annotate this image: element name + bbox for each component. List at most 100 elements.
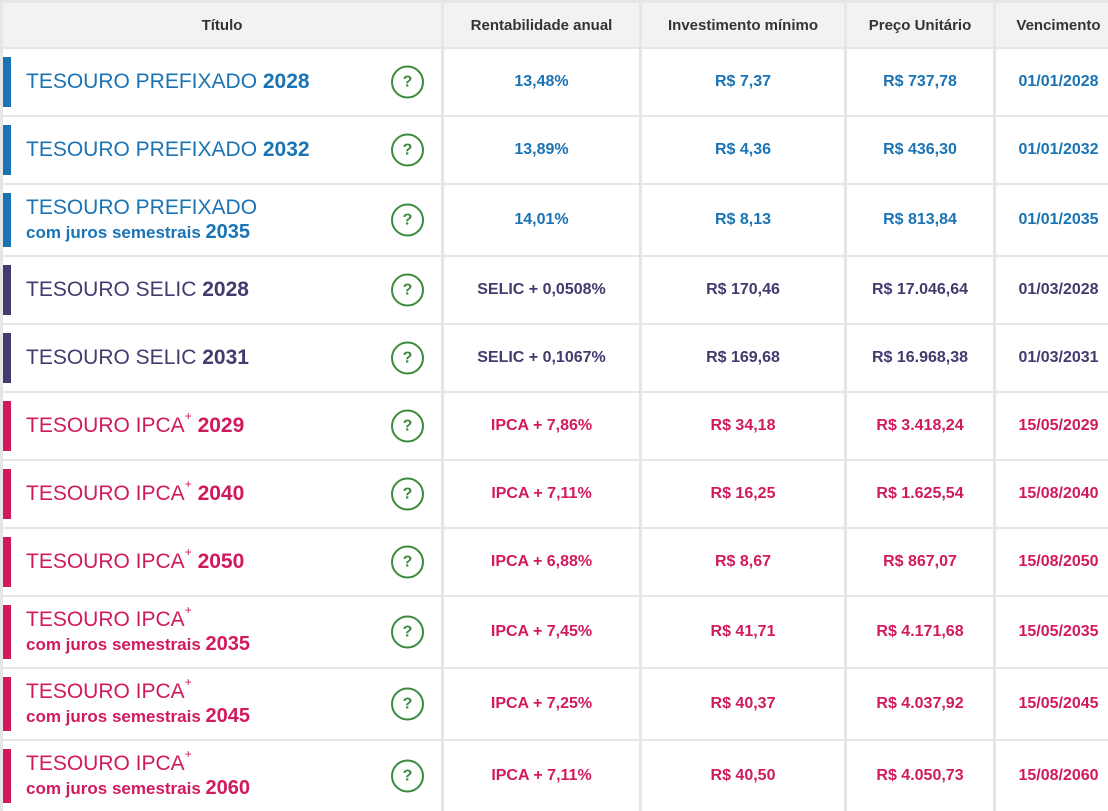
- title-product-name: TESOURO PREFIXADO: [26, 196, 258, 220]
- title-name: TESOURO IPCA+ com juros semestrais 2045: [26, 676, 250, 728]
- rentabilidade-cell: 13,89%: [444, 117, 639, 183]
- title-line: TESOURO IPCA+: [26, 748, 250, 776]
- help-icon[interactable]: ?: [391, 477, 424, 511]
- header-rentabilidade: Rentabilidade anual: [444, 3, 639, 47]
- preco-cell: R$ 813,84: [847, 185, 993, 255]
- title-name: TESOURO PREFIXADO 2028: [26, 70, 310, 94]
- title-line: TESOURO SELIC 2031: [26, 346, 249, 370]
- title-year: 2060: [205, 776, 251, 799]
- rentabilidade-cell: IPCA + 6,88%: [444, 529, 639, 595]
- help-icon[interactable]: ?: [391, 759, 424, 793]
- title-line: TESOURO IPCA+: [26, 604, 250, 632]
- title-cell[interactable]: TESOURO PREFIXADO com juros semestrais 20…: [3, 185, 441, 255]
- help-icon[interactable]: ?: [391, 133, 424, 167]
- title-name: TESOURO SELIC 2028: [26, 278, 249, 302]
- title-cell[interactable]: TESOURO IPCA+ com juros semestrais 2045?: [3, 669, 441, 739]
- title-superscript: +: [184, 476, 192, 491]
- header-investimento: Investimento mínimo: [642, 3, 844, 47]
- help-icon[interactable]: ?: [391, 545, 424, 579]
- preco-cell: R$ 1.625,54: [847, 461, 993, 527]
- title-cell[interactable]: TESOURO IPCA+ com juros semestrais 2035?: [3, 597, 441, 667]
- title-superscript: +: [184, 408, 192, 423]
- title-name: TESOURO PREFIXADO com juros semestrais 20…: [26, 196, 257, 243]
- help-icon[interactable]: ?: [391, 65, 424, 99]
- rentabilidade-cell: SELIC + 0,0508%: [444, 257, 639, 323]
- title-sub-label: com juros semestrais: [26, 778, 201, 798]
- title-year: 2035: [205, 220, 251, 243]
- preco-cell: R$ 4.037,92: [847, 669, 993, 739]
- title-product-name: TESOURO IPCA: [26, 752, 185, 776]
- title-line: TESOURO IPCA+ 2040: [26, 477, 244, 506]
- investimento-cell: R$ 170,46: [642, 257, 844, 323]
- investimento-cell: R$ 4,36: [642, 117, 844, 183]
- title-product-name: TESOURO SELIC: [26, 345, 197, 369]
- rentabilidade-cell: 14,01%: [444, 185, 639, 255]
- header-vencimento: Vencimento: [996, 3, 1108, 47]
- rentabilidade-cell: IPCA + 7,25%: [444, 669, 639, 739]
- help-icon[interactable]: ?: [391, 615, 424, 649]
- title-line: TESOURO PREFIXADO 2032: [26, 138, 310, 162]
- title-cell[interactable]: TESOURO SELIC 2031?: [3, 325, 441, 391]
- vencimento-cell: 01/01/2028: [996, 49, 1108, 115]
- vencimento-cell: 01/03/2031: [996, 325, 1108, 391]
- investimento-cell: R$ 7,37: [642, 49, 844, 115]
- title-cell[interactable]: TESOURO SELIC 2028?: [3, 257, 441, 323]
- vencimento-cell: 15/05/2045: [996, 669, 1108, 739]
- investimento-cell: R$ 41,71: [642, 597, 844, 667]
- title-name: TESOURO IPCA+ 2040: [26, 477, 244, 506]
- investimento-cell: R$ 34,18: [642, 393, 844, 459]
- family-color-bar: [3, 605, 11, 659]
- title-cell[interactable]: TESOURO IPCA+ 2040?: [3, 461, 441, 527]
- help-icon[interactable]: ?: [391, 341, 424, 375]
- preco-cell: R$ 3.418,24: [847, 393, 993, 459]
- rentabilidade-cell: IPCA + 7,86%: [444, 393, 639, 459]
- title-name: TESOURO SELIC 2031: [26, 346, 249, 370]
- title-cell[interactable]: TESOURO PREFIXADO 2032?: [3, 117, 441, 183]
- title-sub-label: com juros semestrais: [26, 706, 201, 726]
- preco-cell: R$ 436,30: [847, 117, 993, 183]
- help-icon[interactable]: ?: [391, 203, 424, 237]
- preco-cell: R$ 16.968,38: [847, 325, 993, 391]
- help-icon[interactable]: ?: [391, 409, 424, 443]
- title-name: TESOURO IPCA+ 2029: [26, 409, 244, 438]
- investimento-cell: R$ 40,50: [642, 741, 844, 811]
- help-icon[interactable]: ?: [391, 273, 424, 307]
- rentabilidade-cell: SELIC + 0,1067%: [444, 325, 639, 391]
- vencimento-cell: 01/01/2035: [996, 185, 1108, 255]
- title-product-name: TESOURO IPCA: [26, 680, 185, 704]
- investimento-cell: R$ 8,67: [642, 529, 844, 595]
- title-product-name: TESOURO IPCA: [26, 413, 185, 437]
- preco-cell: R$ 737,78: [847, 49, 993, 115]
- title-superscript: +: [184, 747, 192, 762]
- title-cell[interactable]: TESOURO IPCA+ 2050?: [3, 529, 441, 595]
- title-year: 2032: [262, 137, 310, 161]
- title-superscript: +: [184, 675, 192, 690]
- investimento-cell: R$ 40,37: [642, 669, 844, 739]
- family-color-bar: [3, 401, 11, 451]
- preco-cell: R$ 4.050,73: [847, 741, 993, 811]
- title-subline: com juros semestrais 2060: [26, 777, 250, 800]
- title-line: TESOURO PREFIXADO 2028: [26, 70, 310, 94]
- family-color-bar: [3, 125, 11, 175]
- family-color-bar: [3, 469, 11, 519]
- title-year: 2035: [205, 632, 251, 655]
- title-name: TESOURO IPCA+ com juros semestrais 2060: [26, 748, 250, 800]
- title-subline: com juros semestrais 2045: [26, 705, 250, 728]
- title-product-name: TESOURO SELIC: [26, 277, 197, 301]
- header-preco: Preço Unitário: [847, 3, 993, 47]
- family-color-bar: [3, 57, 11, 107]
- title-name: TESOURO PREFIXADO 2032: [26, 138, 310, 162]
- help-icon[interactable]: ?: [391, 687, 424, 721]
- preco-cell: R$ 867,07: [847, 529, 993, 595]
- title-line: TESOURO IPCA+ 2050: [26, 545, 244, 574]
- title-cell[interactable]: TESOURO IPCA+ 2029?: [3, 393, 441, 459]
- header-titulo: Título: [3, 3, 441, 47]
- title-subline: com juros semestrais 2035: [26, 221, 257, 244]
- title-cell[interactable]: TESOURO IPCA+ com juros semestrais 2060?: [3, 741, 441, 811]
- title-year: 2028: [202, 277, 249, 301]
- rentabilidade-cell: 13,48%: [444, 49, 639, 115]
- family-color-bar: [3, 677, 11, 731]
- vencimento-cell: 15/08/2060: [996, 741, 1108, 811]
- title-cell[interactable]: TESOURO PREFIXADO 2028?: [3, 49, 441, 115]
- title-superscript: +: [184, 544, 192, 559]
